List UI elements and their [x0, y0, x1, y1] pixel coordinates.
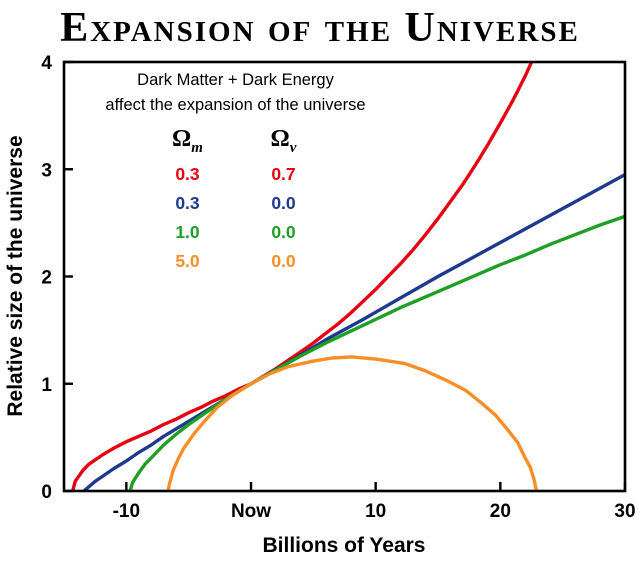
y-tick-label: 1	[41, 375, 52, 396]
x-tick-label: 10	[365, 501, 386, 522]
chart-area: Billions of Years Relative size of the u…	[0, 52, 640, 569]
y-tick-label: 2	[41, 268, 52, 289]
expansion-chart: Billions of Years Relative size of the u…	[4, 53, 636, 557]
x-tick-label: 30	[614, 501, 635, 522]
y-tick-label: 4	[41, 53, 52, 74]
x-tick-label: -10	[113, 501, 140, 522]
y-tick-label: 3	[41, 160, 52, 181]
curve-matter-5.0-vacuum-0.0	[166, 355, 539, 491]
plot-frame	[62, 60, 627, 493]
x-tick-label: Now	[231, 501, 271, 522]
x-axis-title: Billions of Years	[262, 534, 425, 557]
curves-group	[71, 62, 625, 491]
page: Expansion of the Universe Billions of Ye…	[0, 4, 640, 569]
y-axis-title: Relative size of the universe	[4, 135, 27, 416]
curve-matter-1.0-vacuum-0.0	[128, 214, 625, 491]
x-tick-label: 20	[490, 501, 511, 522]
curve-matter-0.3-vacuum-0.7	[71, 62, 534, 491]
chart-title: Expansion of the Universe	[60, 5, 580, 51]
y-tick-label: 0	[41, 482, 52, 503]
